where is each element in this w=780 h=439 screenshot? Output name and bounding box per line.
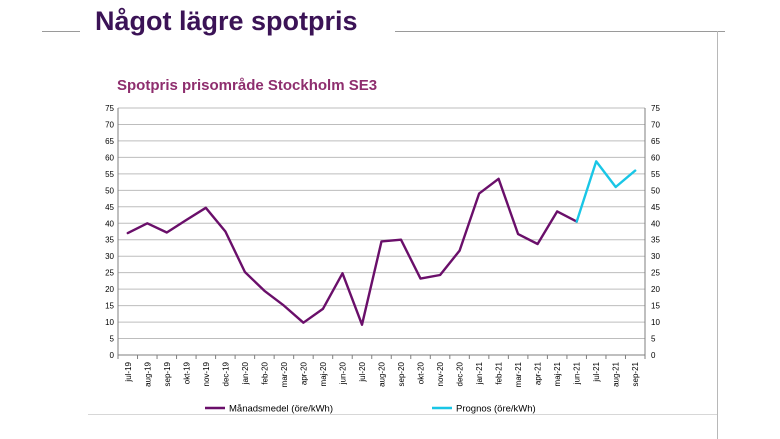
y-tick-label-left: 50 (105, 186, 114, 195)
bottom-divider (88, 414, 717, 415)
y-tick-label-left: 35 (105, 236, 114, 245)
y-tick-label-right: 20 (651, 285, 660, 294)
x-tick-label: apr-21 (534, 361, 543, 385)
y-tick-label-left: 60 (105, 153, 114, 162)
x-tick-label: okt-20 (417, 361, 426, 384)
y-tick-label-left: 20 (105, 285, 114, 294)
y-tick-label-right: 70 (651, 120, 660, 129)
x-tick-label: jul-21 (592, 361, 601, 382)
x-tick-label: sep-21 (631, 361, 640, 386)
x-tick-label: mar-20 (280, 361, 289, 387)
x-tick-label: mar-21 (514, 361, 523, 387)
x-tick-label: jul-20 (358, 361, 367, 382)
x-tick-label: apr-20 (299, 361, 308, 385)
right-divider (717, 31, 718, 439)
x-tick-label: jun-21 (573, 361, 582, 385)
y-tick-label-left: 55 (105, 170, 114, 179)
y-tick-label-right: 65 (651, 137, 660, 146)
y-tick-label-right: 45 (651, 203, 660, 212)
title-rule-right (395, 31, 725, 32)
y-tick-label-right: 10 (651, 318, 660, 327)
x-tick-label: aug-20 (378, 361, 387, 386)
y-tick-label-right: 5 (651, 335, 656, 344)
x-tick-label: maj-21 (553, 361, 562, 386)
y-tick-label-right: 60 (651, 153, 660, 162)
y-tick-label-left: 75 (105, 104, 114, 113)
series-line-0 (126, 177, 578, 326)
y-tick-label-right: 30 (651, 252, 660, 261)
legend-label-0: Månadsmedel (öre/kWh) (229, 404, 333, 415)
y-tick-label-left: 10 (105, 318, 114, 327)
y-tick-label-left: 70 (105, 120, 114, 129)
x-tick-label: aug-21 (612, 361, 621, 386)
x-tick-label: sep-19 (163, 361, 172, 386)
x-tick-label: okt-19 (182, 361, 191, 384)
y-tick-label-right: 15 (651, 302, 660, 311)
y-tick-label-right: 25 (651, 269, 660, 278)
y-tick-label-right: 40 (651, 219, 660, 228)
legend-label-1: Prognos (öre/kWh) (456, 404, 536, 415)
y-tick-label-left: 15 (105, 302, 114, 311)
y-tick-label-right: 75 (651, 104, 660, 113)
y-tick-label-right: 0 (651, 351, 656, 360)
y-tick-label-left: 40 (105, 219, 114, 228)
x-tick-label: dec-19 (221, 361, 230, 386)
title-rule-left (42, 31, 80, 32)
y-tick-label-left: 5 (110, 335, 115, 344)
y-tick-label-left: 25 (105, 269, 114, 278)
x-tick-label: jan-20 (241, 361, 250, 385)
x-tick-label: feb-21 (495, 361, 504, 384)
y-tick-label-right: 55 (651, 170, 660, 179)
x-tick-label: maj-20 (319, 361, 328, 386)
slide-title: Något lägre spotpris (95, 6, 358, 36)
x-tick-label: jun-20 (338, 361, 347, 385)
series-line-1 (575, 160, 637, 223)
chart-title: Spotpris prisområde Stockholm SE3 (117, 77, 378, 94)
x-tick-label: sep-20 (397, 361, 406, 386)
y-tick-label-left: 30 (105, 252, 114, 261)
x-tick-label: jul-19 (124, 361, 133, 382)
y-tick-label-right: 50 (651, 186, 660, 195)
x-tick-label: nov-20 (436, 361, 445, 386)
x-tick-label: dec-20 (456, 361, 465, 386)
x-tick-label: feb-20 (260, 361, 269, 384)
x-tick-label: nov-19 (202, 361, 211, 386)
y-tick-label-left: 0 (110, 351, 115, 360)
y-tick-label-left: 45 (105, 203, 114, 212)
y-tick-label-right: 35 (651, 236, 660, 245)
y-tick-label-left: 65 (105, 137, 114, 146)
x-tick-label: jan-21 (475, 361, 484, 385)
x-tick-label: aug-19 (143, 361, 152, 386)
